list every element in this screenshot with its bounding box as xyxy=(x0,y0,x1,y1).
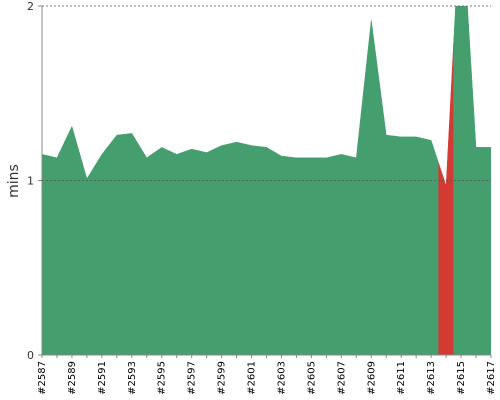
area-segment xyxy=(258,146,275,355)
x-tick-label: #2607 xyxy=(336,361,347,395)
area-segment xyxy=(64,125,80,355)
area-segment xyxy=(288,156,305,355)
area-segment xyxy=(483,147,491,355)
area-segment xyxy=(408,136,424,355)
x-tick-label: #2599 xyxy=(217,361,228,395)
x-tick-label: #2589 xyxy=(67,361,78,395)
x-tick-label: #2603 xyxy=(276,361,287,395)
area-segment xyxy=(213,143,230,355)
area-segment xyxy=(453,6,469,355)
area-segment xyxy=(273,151,290,355)
area-segment xyxy=(94,144,110,355)
plot-area xyxy=(42,6,491,355)
area-segment xyxy=(393,135,409,355)
area-segment xyxy=(124,133,140,355)
x-tick-label: #2615 xyxy=(456,361,467,395)
x-tick-label: #2597 xyxy=(187,361,198,395)
x-tick-label: #2611 xyxy=(396,361,407,395)
y-tick-label: 1 xyxy=(27,175,34,188)
area-segment xyxy=(333,154,350,355)
y-tick-label: 0 xyxy=(27,349,34,362)
area-segment xyxy=(109,133,125,355)
area-segment xyxy=(79,152,95,355)
x-tick-label: #2595 xyxy=(157,361,168,395)
x-tick-label: #2613 xyxy=(426,361,437,395)
area-segment xyxy=(228,141,245,355)
area-segment xyxy=(139,144,155,355)
x-tick-label: #2609 xyxy=(366,361,377,395)
area-segment xyxy=(198,148,215,355)
area-segment xyxy=(423,138,439,355)
area-segment xyxy=(168,150,185,355)
area-segment xyxy=(42,154,50,355)
area-segment xyxy=(303,157,320,355)
y-tick-label: 2 xyxy=(27,0,34,13)
area-segment xyxy=(348,88,365,355)
x-tick-label: #2591 xyxy=(97,361,108,395)
area-segment xyxy=(318,155,335,355)
area-segment xyxy=(49,142,65,355)
area-segment xyxy=(438,43,454,355)
area-segment xyxy=(378,77,394,355)
x-tick-label: #2593 xyxy=(127,361,138,395)
area-segment xyxy=(243,143,260,355)
x-tick-label: #2605 xyxy=(306,361,317,395)
x-tick-label: #2587 xyxy=(37,361,48,395)
y-axis-label: mins xyxy=(6,164,22,198)
area-segment xyxy=(468,24,484,355)
area-segment xyxy=(363,19,379,355)
x-tick-label: #2601 xyxy=(247,361,258,395)
area-segment xyxy=(183,148,200,355)
area-segment xyxy=(154,147,170,355)
x-tick-label: #2617 xyxy=(486,361,497,395)
